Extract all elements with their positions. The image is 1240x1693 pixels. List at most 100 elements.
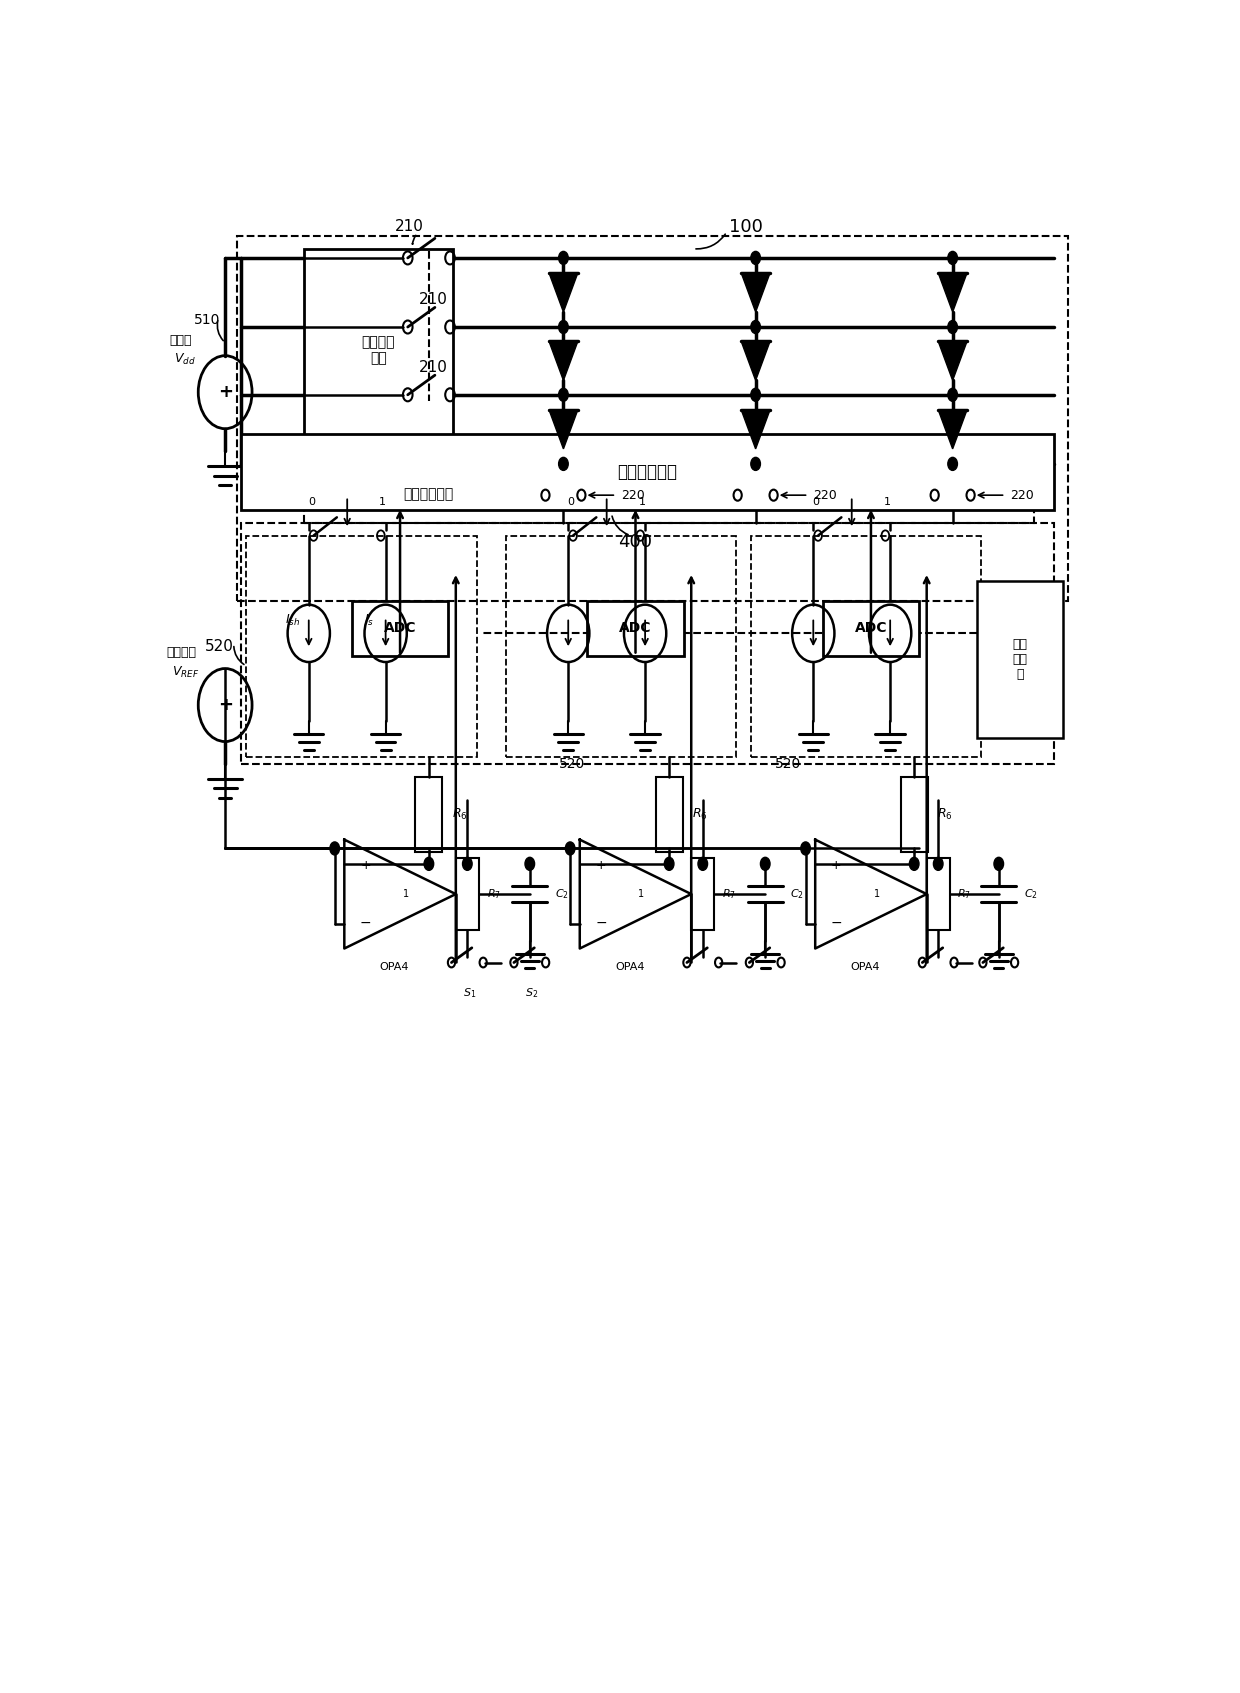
Text: 1: 1 xyxy=(379,498,386,506)
Text: 电压源: 电压源 xyxy=(170,334,192,347)
Circle shape xyxy=(801,841,811,855)
Text: $R_6$: $R_6$ xyxy=(451,808,467,823)
Text: $I_{sh}$: $I_{sh}$ xyxy=(285,613,300,628)
Text: $S_1$: $S_1$ xyxy=(463,985,476,1001)
Text: −: − xyxy=(595,916,606,929)
Bar xyxy=(506,535,737,757)
Text: 100: 100 xyxy=(729,218,763,235)
Polygon shape xyxy=(939,410,967,449)
Bar xyxy=(691,858,714,929)
Polygon shape xyxy=(549,410,578,449)
Circle shape xyxy=(558,457,568,471)
Text: 1: 1 xyxy=(884,498,890,506)
Circle shape xyxy=(751,251,760,264)
Circle shape xyxy=(947,320,957,334)
Text: $C_2$: $C_2$ xyxy=(790,887,804,901)
Text: 220: 220 xyxy=(1011,489,1034,501)
Circle shape xyxy=(665,857,675,870)
Bar xyxy=(900,777,928,852)
Text: 210: 210 xyxy=(419,293,448,306)
Text: −: − xyxy=(831,916,842,929)
Text: 400: 400 xyxy=(619,533,652,552)
Text: 数据处理单元: 数据处理单元 xyxy=(618,462,677,481)
Text: +: + xyxy=(218,383,233,401)
Text: +: + xyxy=(595,858,606,872)
Circle shape xyxy=(760,857,770,870)
Text: 520: 520 xyxy=(205,638,234,653)
Text: $R_7$: $R_7$ xyxy=(486,887,501,901)
FancyArrowPatch shape xyxy=(217,320,223,340)
Text: ADC: ADC xyxy=(619,621,652,635)
Text: $V_{REF}$: $V_{REF}$ xyxy=(172,665,200,681)
Circle shape xyxy=(558,251,568,264)
Text: 1: 1 xyxy=(639,889,644,899)
Bar xyxy=(588,601,683,655)
Bar xyxy=(656,777,682,852)
Polygon shape xyxy=(742,273,770,312)
Text: 参考电压: 参考电压 xyxy=(166,647,196,659)
Bar xyxy=(977,581,1063,738)
Polygon shape xyxy=(815,840,926,948)
Text: 220: 220 xyxy=(621,489,645,501)
Polygon shape xyxy=(939,273,967,312)
Bar xyxy=(242,523,1054,764)
Text: OPA4: OPA4 xyxy=(615,962,645,972)
Bar xyxy=(926,858,950,929)
Circle shape xyxy=(558,388,568,401)
FancyArrowPatch shape xyxy=(412,235,415,244)
Bar xyxy=(823,601,919,655)
Circle shape xyxy=(934,857,942,870)
Text: OPA4: OPA4 xyxy=(379,962,409,972)
Text: 1: 1 xyxy=(639,498,646,506)
Circle shape xyxy=(424,857,434,870)
Text: 1: 1 xyxy=(873,889,879,899)
Bar xyxy=(352,601,448,655)
Bar xyxy=(751,535,982,757)
Polygon shape xyxy=(580,840,691,948)
Text: $C_2$: $C_2$ xyxy=(1024,887,1038,901)
Text: ADC: ADC xyxy=(854,621,887,635)
Text: OPA4: OPA4 xyxy=(851,962,880,972)
Text: 0: 0 xyxy=(309,498,315,506)
Circle shape xyxy=(330,841,340,855)
Circle shape xyxy=(525,857,534,870)
Bar xyxy=(242,433,1054,510)
Text: 220: 220 xyxy=(813,489,837,501)
Text: $I_s$: $I_s$ xyxy=(365,613,374,628)
Text: +: + xyxy=(831,858,842,872)
Text: $R_6$: $R_6$ xyxy=(692,808,708,823)
Polygon shape xyxy=(939,342,967,381)
Bar xyxy=(415,777,443,852)
Bar xyxy=(456,858,479,929)
Bar xyxy=(304,466,1034,523)
FancyArrowPatch shape xyxy=(413,374,417,383)
Text: 520: 520 xyxy=(775,757,801,770)
Circle shape xyxy=(947,457,957,471)
Polygon shape xyxy=(345,840,456,948)
Polygon shape xyxy=(742,342,770,381)
Polygon shape xyxy=(549,342,578,381)
Text: +: + xyxy=(218,696,233,714)
Text: 移位
寄存
器: 移位 寄存 器 xyxy=(1012,638,1028,681)
Circle shape xyxy=(751,388,760,401)
Text: +: + xyxy=(360,858,371,872)
Text: 1: 1 xyxy=(403,889,409,899)
Text: 行移位寄
存器: 行移位寄 存器 xyxy=(362,335,396,366)
Circle shape xyxy=(558,320,568,334)
Text: 210: 210 xyxy=(396,218,424,234)
Bar xyxy=(304,249,453,477)
FancyArrowPatch shape xyxy=(613,516,629,535)
Text: ADC: ADC xyxy=(384,621,417,635)
Text: $V_{dd}$: $V_{dd}$ xyxy=(174,352,196,367)
Circle shape xyxy=(751,320,760,334)
Text: 列移位寄存器: 列移位寄存器 xyxy=(404,488,454,501)
Bar xyxy=(247,535,477,757)
Text: 520: 520 xyxy=(558,757,585,770)
Text: $S_2$: $S_2$ xyxy=(525,985,538,1001)
FancyArrowPatch shape xyxy=(696,234,725,249)
Circle shape xyxy=(947,388,957,401)
Text: −: − xyxy=(360,916,371,929)
Circle shape xyxy=(463,857,472,870)
Circle shape xyxy=(565,841,575,855)
Text: $C_2$: $C_2$ xyxy=(554,887,569,901)
